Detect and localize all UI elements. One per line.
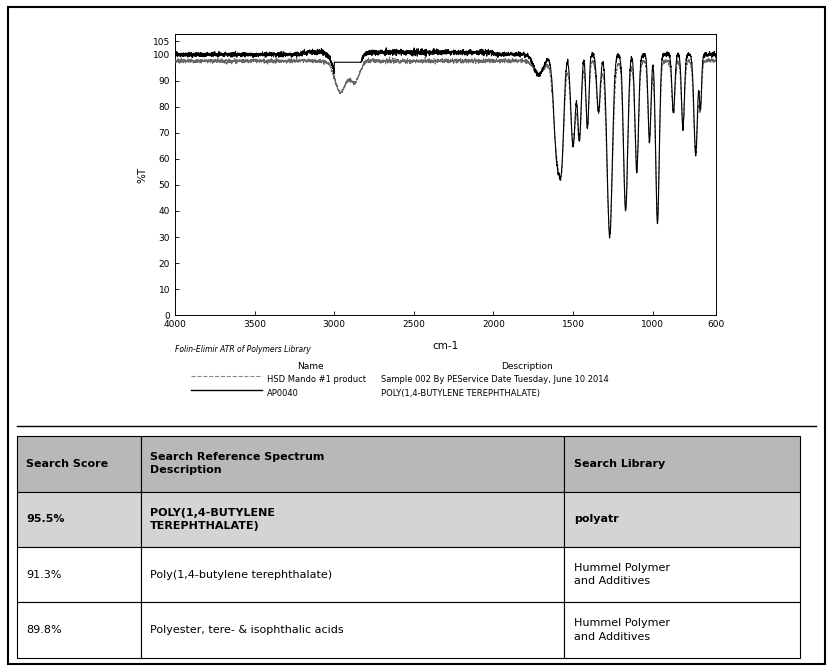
Text: Search Score: Search Score [27,459,108,469]
Text: Polyester, tere- & isophthalic acids: Polyester, tere- & isophthalic acids [150,625,344,635]
FancyBboxPatch shape [17,547,141,603]
Text: AP0040: AP0040 [267,389,299,398]
Text: HSD Mando #1 product: HSD Mando #1 product [267,374,366,384]
Text: 91.3%: 91.3% [27,570,62,580]
Text: 89.8%: 89.8% [27,625,62,635]
Text: Search Reference Spectrum
Description: Search Reference Spectrum Description [150,452,325,476]
Text: Hummel Polymer
and Additives: Hummel Polymer and Additives [574,618,670,641]
FancyBboxPatch shape [565,491,801,547]
FancyBboxPatch shape [565,436,801,491]
FancyBboxPatch shape [141,491,565,547]
Text: Hummel Polymer
and Additives: Hummel Polymer and Additives [574,563,670,586]
FancyBboxPatch shape [565,547,801,603]
FancyBboxPatch shape [17,603,141,658]
Text: Poly(1,4-butylene terephthalate): Poly(1,4-butylene terephthalate) [150,570,332,580]
Text: Search Library: Search Library [574,459,666,469]
FancyBboxPatch shape [141,436,565,491]
FancyBboxPatch shape [141,547,565,603]
Text: polyatr: polyatr [574,514,619,524]
Text: cm-1: cm-1 [432,341,459,351]
Text: 95.5%: 95.5% [27,514,65,524]
Text: Folin-Elimir ATR of Polymers Library: Folin-Elimir ATR of Polymers Library [175,345,311,354]
Text: Sample 002 By PEService Date Tuesday, June 10 2014: Sample 002 By PEService Date Tuesday, Ju… [381,374,608,384]
Text: Name: Name [297,362,323,371]
Y-axis label: %T: %T [137,166,147,183]
Text: POLY(1,4-BUTYLENE TEREPHTHALATE): POLY(1,4-BUTYLENE TEREPHTHALATE) [381,389,540,398]
Text: POLY(1,4-BUTYLENE
TEREPHTHALATE): POLY(1,4-BUTYLENE TEREPHTHALATE) [150,507,275,531]
FancyBboxPatch shape [565,603,801,658]
FancyBboxPatch shape [17,436,141,491]
FancyBboxPatch shape [17,491,141,547]
FancyBboxPatch shape [141,603,565,658]
Text: Description: Description [501,362,553,371]
